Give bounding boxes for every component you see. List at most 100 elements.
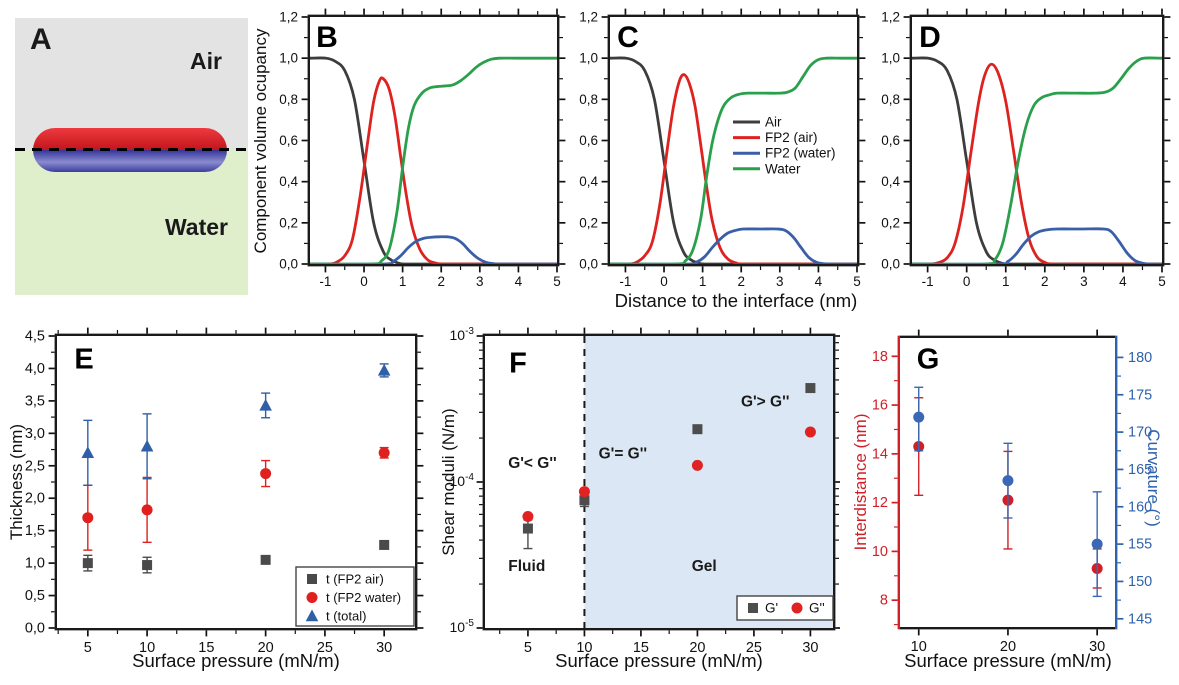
gel-region-shade bbox=[584, 336, 833, 628]
svg-text:4,5: 4,5 bbox=[25, 329, 45, 345]
svg-text:1,2: 1,2 bbox=[279, 10, 298, 25]
svg-text:12: 12 bbox=[872, 495, 888, 511]
panel-a-letter: A bbox=[30, 23, 52, 56]
svg-text:5: 5 bbox=[84, 640, 92, 656]
svg-text:t (FP2 air): t (FP2 air) bbox=[326, 572, 384, 587]
plot-F: G'< G'' G'= G'' G'> G'' Fluid Gel 5 10 15 20 25 30… bbox=[450, 326, 840, 656]
svg-text:160: 160 bbox=[1128, 499, 1152, 515]
curve-FP2 (air) bbox=[910, 62, 1164, 266]
svg-text:0,4: 0,4 bbox=[279, 174, 298, 189]
curve-Water bbox=[308, 56, 559, 266]
svg-text:1: 1 bbox=[399, 274, 407, 289]
svg-text:18: 18 bbox=[872, 349, 888, 365]
plot-B: -1 0 1 2 3 4 5 0,0 0,2 0,4 0,6 0,8 1,0 1,2 bbox=[279, 8, 566, 289]
svg-text:0,5: 0,5 bbox=[25, 588, 45, 604]
curve-FP2 (air) bbox=[308, 76, 559, 266]
curve-Air bbox=[308, 56, 559, 266]
panel-f-letter: F bbox=[509, 347, 527, 380]
svg-text:4: 4 bbox=[515, 274, 523, 289]
svg-text:t (FP2 water): t (FP2 water) bbox=[326, 590, 401, 605]
panel-d-letter: D bbox=[919, 21, 941, 54]
annotation: Gel bbox=[692, 558, 717, 575]
svg-text:25: 25 bbox=[746, 640, 762, 656]
svg-text:0,0: 0,0 bbox=[881, 257, 900, 272]
row1-x-axis-title: Distance to the interface (nm) bbox=[614, 290, 858, 311]
svg-text:10: 10 bbox=[139, 640, 155, 656]
legend-E: t (FP2 air) t (FP2 water) t (total) bbox=[295, 566, 415, 627]
particle-capsule-air-half bbox=[33, 128, 227, 150]
panel-b-chart: -1 0 1 2 3 4 5 0,0 0,2 0,4 0,6 0,8 1,0 1,2 bbox=[279, 8, 566, 289]
svg-text:3,5: 3,5 bbox=[25, 393, 45, 409]
svg-text:20: 20 bbox=[689, 640, 705, 656]
svg-text:1,2: 1,2 bbox=[881, 10, 900, 25]
svg-text:2,5: 2,5 bbox=[25, 458, 45, 474]
curve-Water bbox=[608, 56, 859, 266]
svg-text:0,0: 0,0 bbox=[279, 257, 298, 272]
svg-text:16: 16 bbox=[872, 398, 888, 414]
svg-text:0: 0 bbox=[963, 274, 971, 289]
svg-text:10-5: 10-5 bbox=[450, 618, 475, 635]
svg-text:10: 10 bbox=[576, 640, 592, 656]
svg-text:1,0: 1,0 bbox=[25, 556, 45, 572]
svg-text:0,0: 0,0 bbox=[25, 621, 45, 637]
svg-text:-1: -1 bbox=[922, 274, 934, 289]
svg-text:30: 30 bbox=[1089, 639, 1105, 655]
svg-text:10: 10 bbox=[872, 544, 888, 560]
particle-capsule bbox=[33, 128, 227, 172]
svg-text:-1: -1 bbox=[319, 274, 331, 289]
svg-text:Water: Water bbox=[765, 161, 801, 176]
svg-text:10-3: 10-3 bbox=[450, 326, 475, 343]
air-label: Air bbox=[190, 48, 222, 74]
panel-e-x-axis-title: Surface pressure (mN/m) bbox=[132, 650, 340, 671]
panel-e-letter: E bbox=[74, 343, 94, 376]
svg-text:FP2 (water): FP2 (water) bbox=[765, 146, 836, 161]
svg-text:0,6: 0,6 bbox=[279, 133, 298, 148]
panel-a-illustration: A Air Water bbox=[15, 18, 248, 295]
svg-text:2,0: 2,0 bbox=[25, 491, 45, 507]
annotation: G'= G'' bbox=[599, 445, 648, 462]
panel-g-chart: 10 20 30 8 10 12 14 16 18 145 150 155 160 165 170 175 18… bbox=[872, 329, 1152, 655]
svg-text:10: 10 bbox=[911, 639, 927, 655]
panel-b-letter: B bbox=[316, 21, 338, 54]
panel-e-chart: 5 10 15 20 25 30 0,0 0,5 1,0 1,5 2,0 2,5 3,0 3,5 4,0 4,… bbox=[25, 327, 424, 656]
svg-text:0,6: 0,6 bbox=[881, 133, 900, 148]
svg-text:15: 15 bbox=[633, 640, 649, 656]
svg-text:170: 170 bbox=[1128, 425, 1152, 441]
curve-FP2 (air) bbox=[608, 73, 859, 266]
svg-text:t (total): t (total) bbox=[326, 609, 366, 624]
svg-text:-1: -1 bbox=[619, 274, 631, 289]
interface-dashed-line bbox=[15, 148, 248, 151]
svg-text:G': G' bbox=[765, 601, 778, 616]
svg-text:15: 15 bbox=[198, 640, 214, 656]
svg-text:0: 0 bbox=[360, 274, 368, 289]
svg-text:1,0: 1,0 bbox=[279, 51, 298, 66]
svg-text:0,4: 0,4 bbox=[579, 174, 598, 189]
svg-text:3: 3 bbox=[476, 274, 484, 289]
svg-text:0,8: 0,8 bbox=[881, 92, 900, 107]
svg-text:1,0: 1,0 bbox=[579, 51, 598, 66]
annotation: G'> G'' bbox=[741, 393, 790, 410]
svg-text:4,0: 4,0 bbox=[25, 361, 45, 377]
panel-g-x-axis-title: Surface pressure (mN/m) bbox=[904, 650, 1112, 671]
svg-text:14: 14 bbox=[872, 446, 888, 462]
svg-text:1,5: 1,5 bbox=[25, 523, 45, 539]
water-label: Water bbox=[164, 214, 228, 240]
curve-Water bbox=[910, 56, 1164, 266]
svg-text:0,8: 0,8 bbox=[279, 92, 298, 107]
panel-e-y-axis-title: Thickness (nm) bbox=[7, 423, 26, 541]
row1-y-axis-title: Component volume ocupancy bbox=[251, 28, 270, 254]
svg-text:3: 3 bbox=[1080, 274, 1088, 289]
panel-f-y-axis-title: Shear moduli (N/m) bbox=[439, 408, 458, 556]
panel-g-right-y-axis-title: Curvature (°) bbox=[1144, 429, 1163, 527]
svg-text:0: 0 bbox=[660, 274, 668, 289]
svg-text:0,0: 0,0 bbox=[579, 257, 598, 272]
svg-text:1: 1 bbox=[1002, 274, 1010, 289]
series-Curvature bbox=[913, 386, 1103, 598]
svg-text:G'': G'' bbox=[809, 601, 825, 616]
svg-text:0,6: 0,6 bbox=[579, 133, 598, 148]
svg-text:180: 180 bbox=[1128, 350, 1152, 366]
series-G'' bbox=[522, 426, 816, 523]
panel-c-letter: C bbox=[617, 21, 639, 54]
